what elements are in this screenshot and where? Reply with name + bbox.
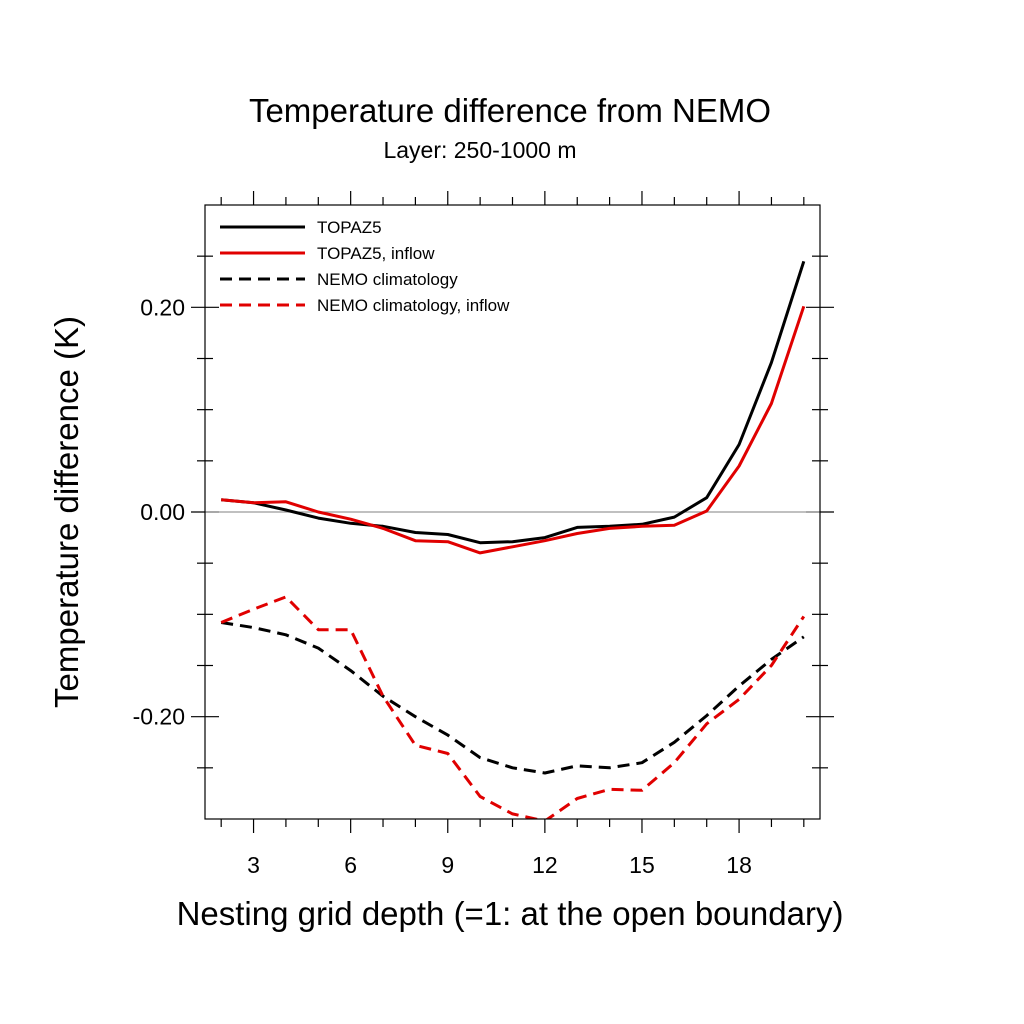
legend-item: TOPAZ5 — [220, 218, 382, 237]
legend-item: TOPAZ5, inflow — [220, 244, 435, 263]
x-tick-label: 12 — [532, 852, 558, 878]
plot-frame — [204, 204, 821, 820]
series-line-2 — [221, 305, 806, 555]
x-tick-label: 18 — [726, 852, 752, 878]
plot-border — [204, 204, 821, 820]
y-axis-label: Temperature difference (K) — [48, 316, 85, 708]
x-tick-label: 15 — [629, 852, 655, 878]
y-tick-label: 0.20 — [140, 294, 185, 320]
legend-item: NEMO climatology — [220, 270, 458, 289]
series-lines — [220, 260, 806, 819]
chart-title: Temperature difference from NEMO — [249, 92, 771, 129]
legend-label: TOPAZ5, inflow — [317, 244, 435, 263]
series-line-4 — [220, 595, 806, 819]
plot-area — [220, 260, 806, 819]
legend-item: NEMO climatology, inflow — [220, 296, 510, 315]
series-line-3 — [220, 621, 805, 775]
x-tick-label: 3 — [247, 852, 260, 878]
chart-subtitle: Layer: 250-1000 m — [383, 137, 576, 163]
y-tick-label: 0.00 — [140, 499, 185, 525]
x-axis-label: Nesting grid depth (=1: at the open boun… — [177, 895, 844, 932]
y-tick-label: -0.20 — [133, 704, 185, 730]
series-line-1 — [221, 260, 806, 545]
legend-label: TOPAZ5 — [317, 218, 382, 237]
legend-label: NEMO climatology — [317, 270, 458, 289]
legend-label: NEMO climatology, inflow — [317, 296, 510, 315]
axis-tick-labels: 3 6 9 12 15 18 -0.20 0.00 0.20 — [133, 294, 752, 878]
x-tick-label: 9 — [441, 852, 454, 878]
x-tick-label: 6 — [344, 852, 357, 878]
legend: TOPAZ5 TOPAZ5, inflow NEMO climatology NEMO… — [220, 218, 510, 315]
